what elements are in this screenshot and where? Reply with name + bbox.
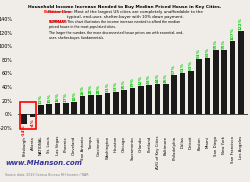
Text: 95%: 95% <box>222 39 226 49</box>
Text: Source data: 2015 Census Bureau HH Income / NAR: Source data: 2015 Census Bureau HH Incom… <box>5 173 88 177</box>
Text: 31%: 31% <box>106 82 110 92</box>
Bar <box>171 75 177 114</box>
Text: The larger the number, the more disconnected house prices are with essential, en: The larger the number, the more disconne… <box>49 31 183 35</box>
Bar <box>38 105 44 114</box>
Text: 33%: 33% <box>114 81 118 91</box>
Text: 44%: 44% <box>156 73 160 83</box>
Text: 13%: 13% <box>39 94 43 104</box>
Text: 26%: 26% <box>80 86 84 95</box>
Bar <box>230 41 235 114</box>
Text: 28%: 28% <box>97 84 101 94</box>
Text: Household Income Increase Needed to Buy Median Priced House in Key Cities.: Household Income Increase Needed to Buy … <box>28 5 222 9</box>
Text: 43%: 43% <box>147 74 151 84</box>
Text: 18%: 18% <box>72 91 76 101</box>
Bar <box>104 93 110 114</box>
Bar <box>21 114 27 124</box>
Bar <box>154 84 160 114</box>
Bar <box>213 50 219 114</box>
Text: 42%: 42% <box>139 75 143 85</box>
Text: 35%: 35% <box>122 80 126 89</box>
Text: Bottom line:: Bottom line: <box>44 10 72 14</box>
Bar <box>146 85 152 114</box>
Text: SUMMARY: This chart illustrates the income increase needed to afford the median: SUMMARY: This chart illustrates the inco… <box>49 20 180 24</box>
Bar <box>238 31 244 114</box>
Text: priced house in the most populated cities.: priced house in the most populated citie… <box>49 25 116 29</box>
Text: typical, end-user, shelter-buyer with 10% down payment.: typical, end-user, shelter-buyer with 10… <box>66 15 184 19</box>
Text: 57%: 57% <box>172 65 176 74</box>
Text: SUMMARY:: SUMMARY: <box>49 20 68 24</box>
Text: 95%: 95% <box>214 39 218 49</box>
Bar <box>188 71 194 114</box>
Bar <box>96 95 102 114</box>
Bar <box>121 90 127 114</box>
Text: 15%: 15% <box>47 93 51 103</box>
Text: -4%: -4% <box>30 118 34 126</box>
Text: 16%: 16% <box>56 92 60 102</box>
Bar <box>63 102 69 114</box>
Bar <box>196 59 202 114</box>
Text: 122%: 122% <box>239 17 243 30</box>
Bar <box>138 86 144 114</box>
Bar <box>30 114 36 117</box>
Text: 39%: 39% <box>130 77 134 87</box>
Text: 17%: 17% <box>64 92 68 102</box>
Bar <box>204 58 210 114</box>
Bar <box>46 104 52 114</box>
Text: 61%: 61% <box>180 62 184 72</box>
Text: 83%: 83% <box>206 47 210 57</box>
Bar <box>113 92 119 114</box>
Text: 81%: 81% <box>197 48 201 58</box>
Text: user, shelter-buyer, fundamentals.: user, shelter-buyer, fundamentals. <box>49 36 104 40</box>
Text: Bottom line: Most of the largest US cities are completely unaffordable to the: Bottom line: Most of the largest US citi… <box>48 10 203 14</box>
Bar <box>163 84 169 114</box>
Text: -14%: -14% <box>22 125 26 136</box>
Text: 45%: 45% <box>164 73 168 82</box>
Bar <box>180 73 186 114</box>
Bar <box>130 88 136 114</box>
Text: 107%: 107% <box>230 28 234 40</box>
Bar <box>54 103 60 114</box>
Bar <box>88 95 94 114</box>
Bar <box>221 50 227 114</box>
Text: www.MHanson.com: www.MHanson.com <box>5 160 82 166</box>
Bar <box>80 96 86 114</box>
Text: 63%: 63% <box>189 60 193 70</box>
Text: 28%: 28% <box>89 84 93 94</box>
Bar <box>71 102 77 114</box>
